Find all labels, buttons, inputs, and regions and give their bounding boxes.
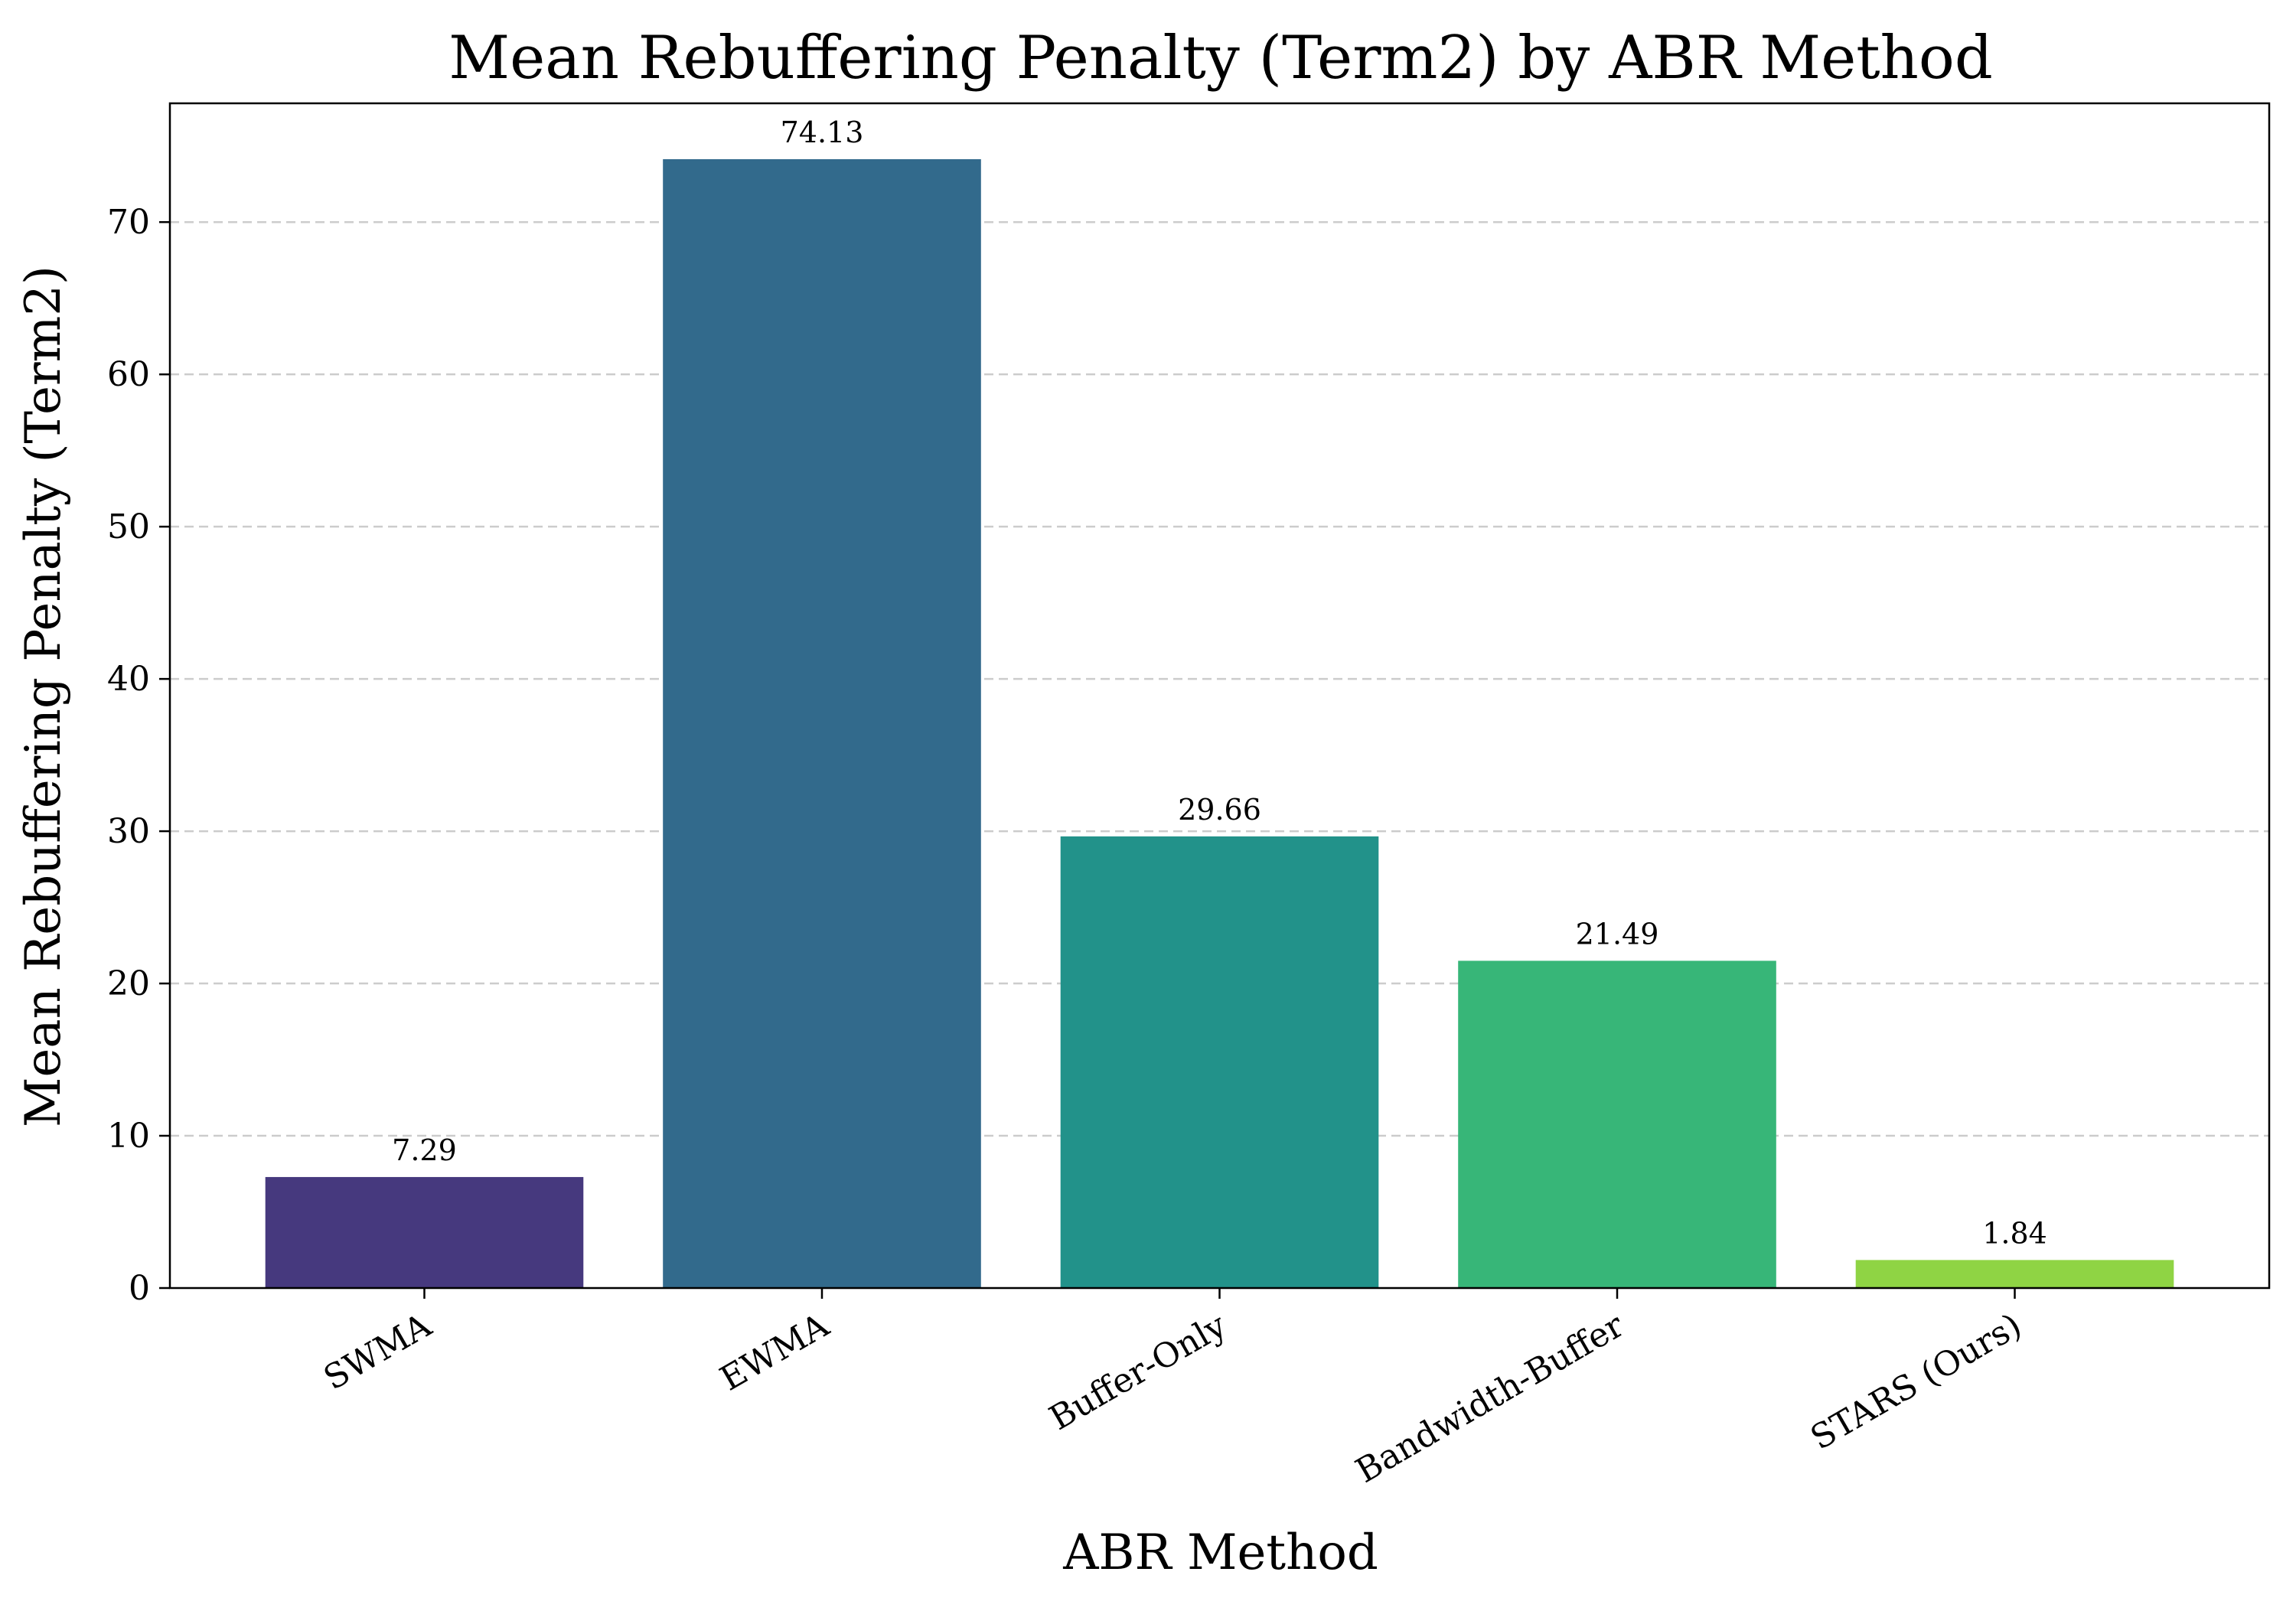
- y-tick-label: 20: [107, 964, 150, 1003]
- bar-bandwidth-buffer: [1458, 960, 1776, 1288]
- bars: [265, 159, 2174, 1289]
- data-labels: 7.29 74.13 29.66 21.49 1.84: [392, 116, 2047, 1250]
- data-label: 1.84: [1982, 1216, 2047, 1250]
- data-label: 74.13: [781, 116, 864, 149]
- bar-ewma: [663, 159, 981, 1289]
- y-tick-label: 70: [107, 203, 150, 242]
- y-tick-label: 40: [107, 660, 150, 699]
- data-label: 21.49: [1576, 917, 1659, 951]
- data-label: 29.66: [1178, 793, 1261, 827]
- bar-stars-ours: [1855, 1260, 2174, 1288]
- x-tick-label: Bandwidth-Buffer: [1349, 1306, 1631, 1491]
- bar-buffer-only: [1060, 836, 1379, 1288]
- bar-swma: [265, 1176, 584, 1288]
- x-tick-label: EWMA: [713, 1306, 836, 1399]
- y-tick-label: 0: [129, 1269, 150, 1308]
- data-label: 7.29: [392, 1133, 457, 1167]
- chart-title: Mean Rebuffering Penalty (Term2) by ABR …: [448, 24, 1993, 93]
- y-tick-label: 30: [107, 812, 150, 851]
- x-axis-label: ABR Method: [1062, 1525, 1378, 1581]
- y-axis-label: Mean Rebuffering Penalty (Term2): [15, 266, 72, 1127]
- x-tick-label: STARS (Ours): [1804, 1306, 2028, 1457]
- x-tick-label: Buffer-Only: [1043, 1306, 1233, 1438]
- y-tick-label: 50: [107, 507, 150, 546]
- y-tick-label: 10: [107, 1117, 150, 1156]
- gridlines: [170, 220, 2269, 1137]
- x-tick-label: SWMA: [318, 1306, 439, 1398]
- y-tick-label: 60: [107, 355, 150, 394]
